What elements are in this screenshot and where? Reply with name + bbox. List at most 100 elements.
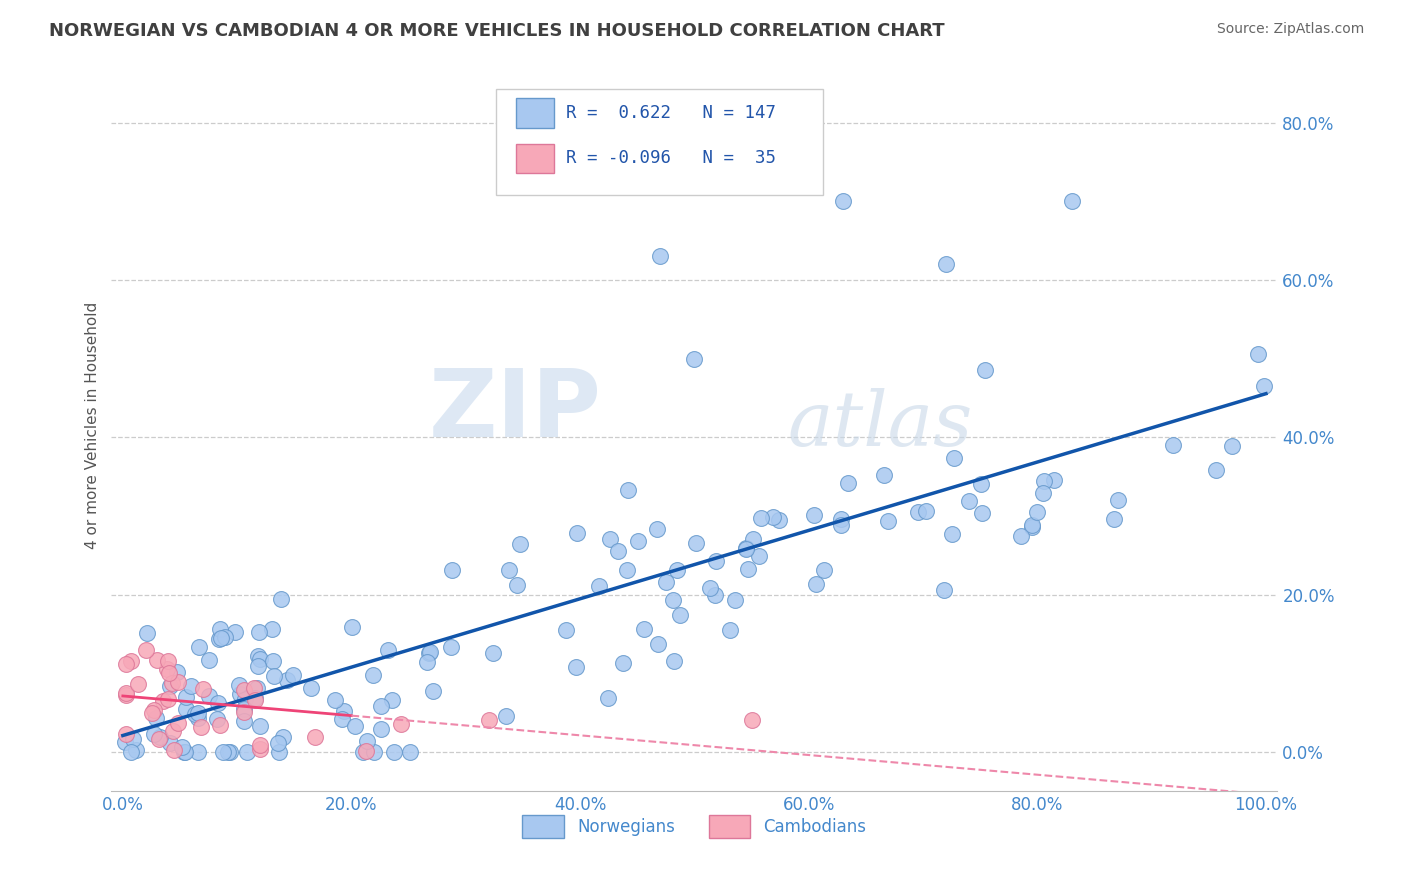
Point: [262, 654, 284, 668]
Point: [737, 562, 759, 576]
Point: [141, 706, 163, 720]
Point: [233, 692, 256, 706]
Point: [184, 707, 207, 722]
Point: [299, 681, 322, 695]
Point: [1161, 438, 1184, 452]
Point: [970, 476, 993, 491]
Point: [232, 714, 254, 728]
Point: [162, 723, 184, 738]
Point: [606, 544, 628, 558]
Point: [246, 648, 269, 663]
Point: [389, 716, 412, 731]
Point: [685, 536, 707, 550]
Point: [627, 533, 650, 548]
Point: [422, 684, 444, 698]
Point: [419, 645, 441, 659]
Point: [1021, 519, 1043, 533]
Point: [142, 703, 165, 717]
Point: [211, 745, 233, 759]
Point: [1107, 492, 1129, 507]
Point: [741, 714, 763, 728]
Point: [214, 631, 236, 645]
Point: [233, 683, 256, 698]
Point: [267, 736, 290, 750]
Point: [187, 640, 209, 655]
Point: [205, 712, 228, 726]
Point: [418, 646, 440, 660]
Point: [167, 716, 190, 731]
Point: [229, 687, 252, 701]
Point: [247, 625, 270, 640]
Point: [735, 541, 758, 555]
Point: [120, 654, 142, 668]
Point: [114, 735, 136, 749]
Point: [209, 622, 232, 636]
Point: [399, 745, 422, 759]
Point: [249, 738, 271, 752]
Point: [935, 257, 957, 271]
Point: [662, 593, 685, 607]
Point: [973, 363, 995, 377]
Point: [330, 713, 353, 727]
FancyBboxPatch shape: [496, 89, 823, 195]
Legend: Norwegians, Cambodians: Norwegians, Cambodians: [516, 808, 873, 845]
Point: [157, 666, 180, 681]
Point: [599, 533, 621, 547]
Point: [803, 508, 825, 522]
Point: [1102, 512, 1125, 526]
Point: [156, 654, 179, 668]
Point: [276, 673, 298, 687]
Point: [209, 631, 232, 645]
Point: [247, 658, 270, 673]
Point: [941, 527, 963, 541]
Point: [382, 745, 405, 759]
Point: [1060, 194, 1083, 209]
Point: [837, 475, 859, 490]
Point: [281, 668, 304, 682]
Point: [166, 665, 188, 680]
Point: [832, 194, 855, 209]
Point: [509, 536, 531, 550]
Point: [271, 730, 294, 744]
Point: [873, 468, 896, 483]
Point: [662, 654, 685, 668]
Point: [159, 735, 181, 749]
Point: [370, 722, 392, 736]
Point: [666, 563, 689, 577]
Point: [197, 690, 219, 704]
Point: [163, 743, 186, 757]
Point: [668, 608, 690, 623]
Point: [655, 574, 678, 589]
Point: [187, 706, 209, 721]
Point: [217, 745, 239, 759]
Point: [136, 626, 159, 640]
Point: [554, 624, 576, 638]
Point: [208, 632, 231, 646]
Point: [115, 657, 138, 672]
Point: [356, 733, 378, 747]
Point: [612, 656, 634, 670]
Point: [323, 692, 346, 706]
Point: [1011, 529, 1033, 543]
Point: [333, 704, 356, 718]
Point: [877, 514, 900, 528]
Point: [648, 249, 671, 263]
Point: [972, 507, 994, 521]
Point: [159, 679, 181, 693]
Point: [148, 731, 170, 746]
Point: [156, 692, 179, 706]
Point: [768, 513, 790, 527]
Point: [135, 642, 157, 657]
Point: [495, 708, 517, 723]
Point: [381, 693, 404, 707]
FancyBboxPatch shape: [516, 144, 554, 173]
Point: [1247, 347, 1270, 361]
Point: [243, 692, 266, 706]
Point: [440, 640, 463, 655]
Point: [207, 696, 229, 710]
Point: [498, 563, 520, 577]
Point: [209, 717, 232, 731]
Point: [198, 653, 221, 667]
Point: [565, 659, 588, 673]
Point: [645, 522, 668, 536]
